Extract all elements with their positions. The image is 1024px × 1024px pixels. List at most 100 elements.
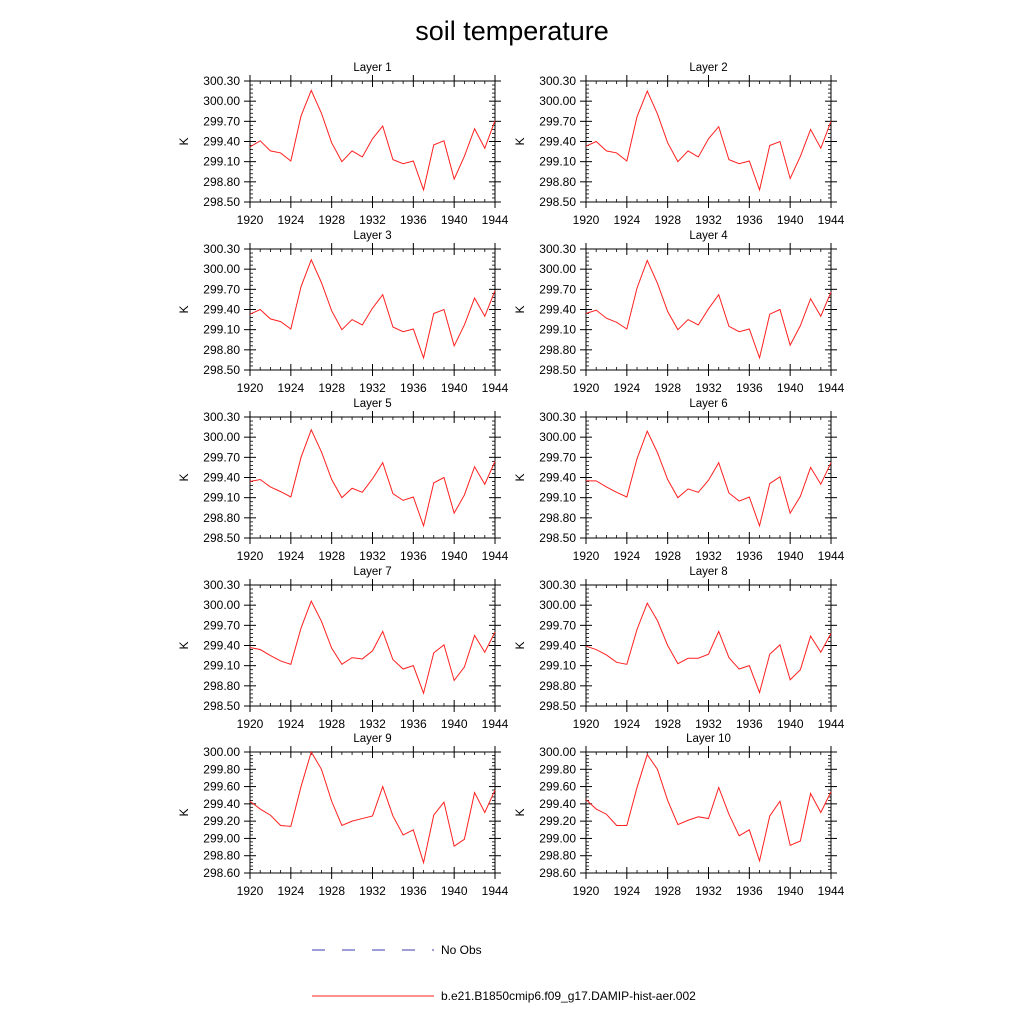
panel-layer-4: Layer 4 K 298.50 298.80 299.10 299.40 299.70 30… [513, 230, 845, 395]
x-tick-label: 1924 [277, 381, 304, 395]
y-tick-label: 299.20 [203, 814, 240, 828]
x-tick-label: 1924 [277, 213, 304, 227]
x-tick-label: 1936 [736, 381, 763, 395]
y-tick-label: 299.10 [539, 323, 576, 337]
y-axis-label: K [513, 641, 527, 649]
panel-title: Layer 6 [689, 398, 727, 410]
series-line-model [585, 602, 832, 695]
plot-frame [585, 248, 832, 371]
x-tick-label: 1936 [400, 381, 427, 395]
y-tick-label: 299.10 [539, 659, 576, 673]
y-tick-label: 299.40 [539, 639, 576, 653]
x-tick-label: 1932 [695, 884, 722, 898]
series-line-model [249, 428, 496, 528]
x-tick-label: 1920 [573, 381, 600, 395]
y-tick-label: 298.60 [203, 866, 240, 880]
y-tick-label: 300.30 [539, 578, 576, 592]
x-tick-label: 1924 [613, 381, 640, 395]
x-tick-label: 1932 [359, 213, 386, 227]
x-tick-label: 1924 [613, 213, 640, 227]
x-tick-label: 1920 [237, 381, 264, 395]
y-tick-label: 298.80 [539, 175, 576, 189]
y-tick-label: 300.30 [539, 242, 576, 256]
panel-title: Layer 5 [353, 398, 391, 410]
x-tick-label: 1944 [482, 549, 509, 563]
x-tick-label: 1936 [736, 213, 763, 227]
x-tick-label: 1944 [818, 213, 845, 227]
y-tick-label: 299.80 [203, 762, 240, 776]
x-tick-label: 1936 [400, 717, 427, 731]
y-axis-label: K [513, 305, 527, 313]
figure-title: soil temperature [415, 16, 609, 46]
x-tick-label: 1920 [237, 213, 264, 227]
y-tick-label: 300.30 [539, 74, 576, 88]
series-line-model [249, 599, 496, 695]
x-tick-label: 1932 [695, 549, 722, 563]
y-tick-label: 299.10 [203, 155, 240, 169]
y-tick-label: 300.00 [539, 94, 576, 108]
y-tick-label: 298.50 [203, 363, 240, 377]
panel-title: Layer 1 [353, 62, 391, 74]
x-tick-label: 1928 [654, 717, 681, 731]
series-line-model [585, 753, 832, 863]
y-tick-label: 299.40 [203, 303, 240, 317]
y-tick-label: 299.80 [539, 762, 576, 776]
series-line-model [249, 750, 496, 865]
panel-layer-9: Layer 9 K 298.60 298.80 299.00 299.20 299.40 29… [177, 733, 509, 898]
y-axis-label: K [513, 473, 527, 481]
panel-layer-8: Layer 8 K 298.50 298.80 299.10 299.40 299.70 30… [513, 566, 845, 731]
y-tick-label: 299.70 [539, 282, 576, 296]
x-tick-label: 1924 [277, 717, 304, 731]
y-tick-label: 300.30 [203, 242, 240, 256]
y-tick-label: 298.80 [539, 849, 576, 863]
y-tick-label: 298.50 [203, 699, 240, 713]
x-tick-label: 1940 [777, 884, 804, 898]
y-tick-label: 299.00 [203, 831, 240, 845]
x-tick-label: 1920 [573, 213, 600, 227]
x-tick-label: 1920 [237, 717, 264, 731]
y-tick-label: 298.80 [203, 679, 240, 693]
y-tick-label: 299.10 [539, 491, 576, 505]
y-tick-label: 300.00 [539, 262, 576, 276]
y-axis-label: K [177, 641, 191, 649]
panel-layer-5: Layer 5 K 298.50 298.80 299.10 299.40 299.70 30… [177, 398, 509, 563]
x-tick-label: 1932 [359, 884, 386, 898]
y-tick-label: 300.00 [203, 598, 240, 612]
legend-label-no-obs: No Obs [441, 943, 482, 957]
y-tick-label: 300.30 [539, 410, 576, 424]
x-tick-label: 1944 [818, 549, 845, 563]
y-tick-label: 299.70 [203, 618, 240, 632]
panel-title: Layer 4 [689, 230, 728, 242]
x-tick-label: 1928 [318, 549, 345, 563]
x-tick-label: 1924 [613, 717, 640, 731]
x-tick-label: 1920 [573, 884, 600, 898]
y-tick-label: 300.00 [203, 94, 240, 108]
y-tick-label: 299.00 [539, 831, 576, 845]
x-tick-label: 1940 [441, 884, 468, 898]
x-tick-label: 1924 [277, 884, 304, 898]
y-tick-label: 298.80 [539, 679, 576, 693]
y-tick-label: 300.30 [203, 74, 240, 88]
y-tick-label: 299.40 [203, 797, 240, 811]
y-tick-label: 298.80 [539, 511, 576, 525]
panel-title: Layer 9 [353, 733, 391, 745]
y-tick-label: 298.50 [539, 195, 576, 209]
series-line-model [585, 259, 832, 360]
x-tick-label: 1920 [237, 884, 264, 898]
x-tick-label: 1944 [482, 381, 509, 395]
y-axis-label: K [177, 305, 191, 313]
x-tick-label: 1928 [318, 884, 345, 898]
y-tick-label: 300.00 [203, 262, 240, 276]
x-tick-label: 1932 [695, 381, 722, 395]
y-tick-label: 299.10 [203, 659, 240, 673]
plot-frame [249, 80, 496, 203]
y-tick-label: 299.10 [203, 323, 240, 337]
x-tick-label: 1940 [777, 549, 804, 563]
plot-frame [585, 751, 832, 874]
x-tick-label: 1944 [482, 213, 509, 227]
y-tick-label: 299.70 [539, 114, 576, 128]
x-tick-label: 1944 [482, 884, 509, 898]
x-tick-label: 1920 [237, 549, 264, 563]
y-tick-label: 298.80 [203, 343, 240, 357]
x-tick-label: 1920 [573, 549, 600, 563]
